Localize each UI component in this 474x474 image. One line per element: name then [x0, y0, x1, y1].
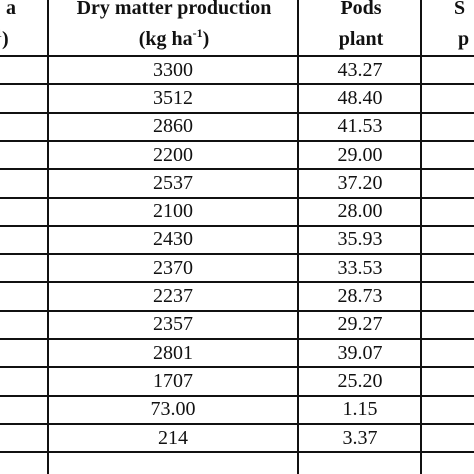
dry-matter-cell: 3300: [153, 58, 193, 81]
dry-matter-cell: 3512: [153, 86, 193, 109]
dry-matter-cell: 2860: [153, 115, 193, 138]
row-divider: [0, 224, 474, 227]
header-col3-line1: S: [454, 0, 466, 19]
row-divider: [0, 253, 474, 256]
header-pods-line1: Pods: [340, 0, 382, 19]
row-divider: [0, 309, 474, 312]
pods-cell: 48.40: [337, 86, 383, 109]
pods-cell: 25.20: [337, 369, 383, 392]
column-divider-3: [420, 0, 422, 474]
header-col0-line2: -1): [0, 27, 9, 50]
row-divider: [0, 83, 474, 86]
dry-matter-cell: 2370: [153, 256, 193, 279]
pods-cell: 3.37: [342, 426, 378, 449]
dry-matter-cell: 2801: [153, 341, 193, 364]
dry-matter-cell: 214: [158, 426, 188, 449]
pods-cell: 35.93: [337, 228, 383, 251]
pods-cell: 28.73: [337, 285, 383, 308]
header-pods-line2: plant: [338, 28, 384, 50]
row-divider: [0, 366, 474, 369]
dry-matter-cell: 2200: [153, 143, 193, 166]
header-col0-line1: a: [6, 0, 16, 19]
row-divider: [0, 139, 474, 142]
header-col3-line2: p: [458, 28, 470, 50]
row-divider: [0, 281, 474, 284]
row-divider: [0, 338, 474, 340]
row-divider: [0, 168, 474, 171]
pods-cell: 43.27: [337, 58, 383, 81]
dry-matter-cell: 2430: [153, 228, 193, 251]
row-divider: [0, 422, 474, 425]
pods-cell: 1.15: [342, 398, 378, 421]
pods-cell: 41.53: [337, 115, 383, 138]
row-divider: [0, 111, 474, 114]
row-divider: [0, 196, 474, 199]
dry-matter-cell: 2357: [153, 313, 193, 336]
pods-cell: 37.20: [337, 171, 383, 194]
pods-cell: 29.00: [337, 143, 383, 166]
dry-matter-cell: 2100: [153, 200, 193, 223]
dry-matter-cell: 1707: [153, 369, 193, 392]
dry-matter-cell: 2237: [153, 285, 193, 308]
dry-matter-cell: 73.00: [150, 398, 196, 421]
row-divider: [0, 55, 474, 57]
row-divider: [0, 394, 474, 397]
row-divider: [0, 451, 474, 454]
pods-cell: 28.00: [337, 200, 383, 223]
header-dry-matter-line1: Dry matter production: [76, 0, 272, 19]
pods-cell: 39.07: [337, 341, 383, 364]
column-divider-2: [297, 0, 299, 474]
pods-cell: 33.53: [337, 256, 383, 279]
pods-cell: 29.27: [337, 313, 383, 336]
header-dry-matter-line2: (kg ha-1): [138, 26, 210, 50]
column-divider-1: [47, 0, 49, 474]
dry-matter-cell: 2537: [153, 171, 193, 194]
